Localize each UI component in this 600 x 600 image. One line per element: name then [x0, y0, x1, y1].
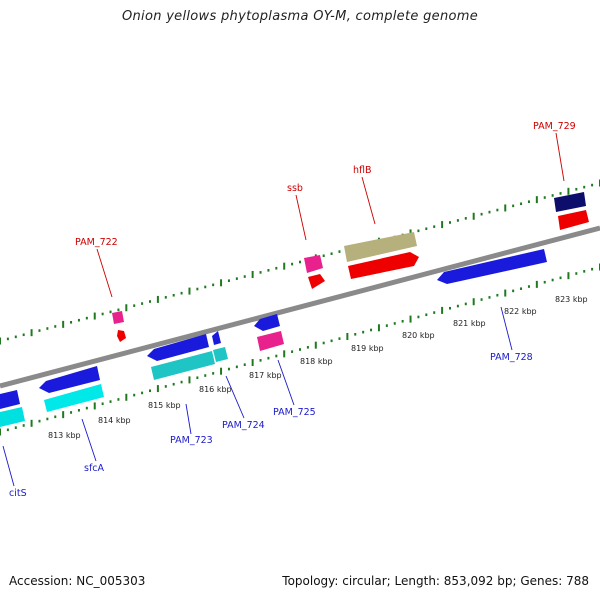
tick-label: 819 kbp: [351, 344, 384, 353]
leader-pam-723: [185, 403, 192, 435]
forward-tick-track: [0, 179, 600, 345]
kbp-scale: 813 kbp 814 kbp 815 kbp 816 kbp 817 kbp …: [48, 295, 588, 440]
leader-pam-724: [225, 375, 245, 419]
topology-text: Topology: circular; Length: 853,092 bp; …: [282, 574, 589, 588]
label-pam-722[interactable]: PAM_722: [75, 237, 118, 248]
gene-pam-722-upper[interactable]: [112, 311, 124, 324]
gene-pam-723-lower[interactable]: [151, 351, 215, 380]
gene-ssb-upper[interactable]: [304, 255, 323, 273]
leader-pam-722: [96, 248, 113, 298]
label-ssb[interactable]: ssb: [287, 183, 303, 194]
gene-hflb-lower[interactable]: [348, 252, 419, 279]
tick-label: 822 kbp: [504, 307, 537, 316]
reverse-genes: [0, 249, 547, 427]
gene-sfca-upper[interactable]: [39, 366, 100, 393]
leader-hflb: [361, 176, 376, 225]
tick-label: 821 kbp: [453, 319, 486, 328]
gene-labels: PAM_722 ssb hflB PAM_729 citS sfcA PAM_7…: [9, 121, 576, 499]
label-pam-729[interactable]: PAM_729: [533, 121, 576, 132]
tick-label: 823 kbp: [555, 295, 588, 304]
gene-pam-729-upper[interactable]: [554, 192, 586, 212]
accession-text: Accession: NC_005303: [9, 574, 146, 588]
label-pam-725[interactable]: PAM_725: [273, 407, 316, 418]
gene-pam-722-lower[interactable]: [117, 330, 126, 342]
label-sfca[interactable]: sfcA: [84, 463, 105, 474]
label-pam-724[interactable]: PAM_724: [222, 420, 265, 431]
gene-pam-724-upper[interactable]: [212, 331, 221, 345]
genome-backbone: [0, 225, 600, 389]
gene-pam-729-lower[interactable]: [558, 210, 589, 230]
label-leaders: [2, 132, 565, 487]
tick-label: 816 kbp: [199, 385, 232, 394]
gene-cits-lower[interactable]: [0, 407, 25, 427]
gene-pam-728[interactable]: [437, 249, 547, 284]
gene-ssb-lower[interactable]: [308, 274, 325, 289]
tick-label: 818 kbp: [300, 357, 333, 366]
leader-ssb: [295, 194, 307, 241]
leader-pam-725: [277, 359, 295, 406]
reverse-tick-track: [0, 263, 600, 436]
forward-genes: [112, 192, 589, 342]
map-title: Onion yellows phytoplasma OY-M, complete…: [121, 9, 479, 24]
label-pam-728[interactable]: PAM_728: [490, 352, 533, 363]
tick-label: 813 kbp: [48, 431, 81, 440]
label-cits[interactable]: citS: [9, 488, 27, 499]
leader-sfca: [81, 418, 97, 462]
tick-label: 815 kbp: [148, 401, 181, 410]
gene-pam-725-lower[interactable]: [257, 331, 284, 351]
tick-label: 817 kbp: [249, 371, 282, 380]
gene-pam-725-upper[interactable]: [254, 314, 280, 331]
gene-pam-724-lower[interactable]: [213, 347, 228, 362]
tick-label: 820 kbp: [402, 331, 435, 340]
gene-pam-723-upper[interactable]: [147, 334, 209, 361]
leader-pam-729: [555, 132, 565, 182]
leader-pam-728: [500, 306, 513, 351]
tick-label: 814 kbp: [98, 416, 131, 425]
gene-hflb-upper[interactable]: [344, 232, 417, 262]
gene-cits-upper[interactable]: [0, 390, 20, 409]
label-hflb[interactable]: hflB: [353, 165, 372, 176]
gene-sfca-lower[interactable]: [44, 384, 104, 412]
leader-cits: [2, 445, 15, 487]
label-pam-723[interactable]: PAM_723: [170, 435, 213, 446]
